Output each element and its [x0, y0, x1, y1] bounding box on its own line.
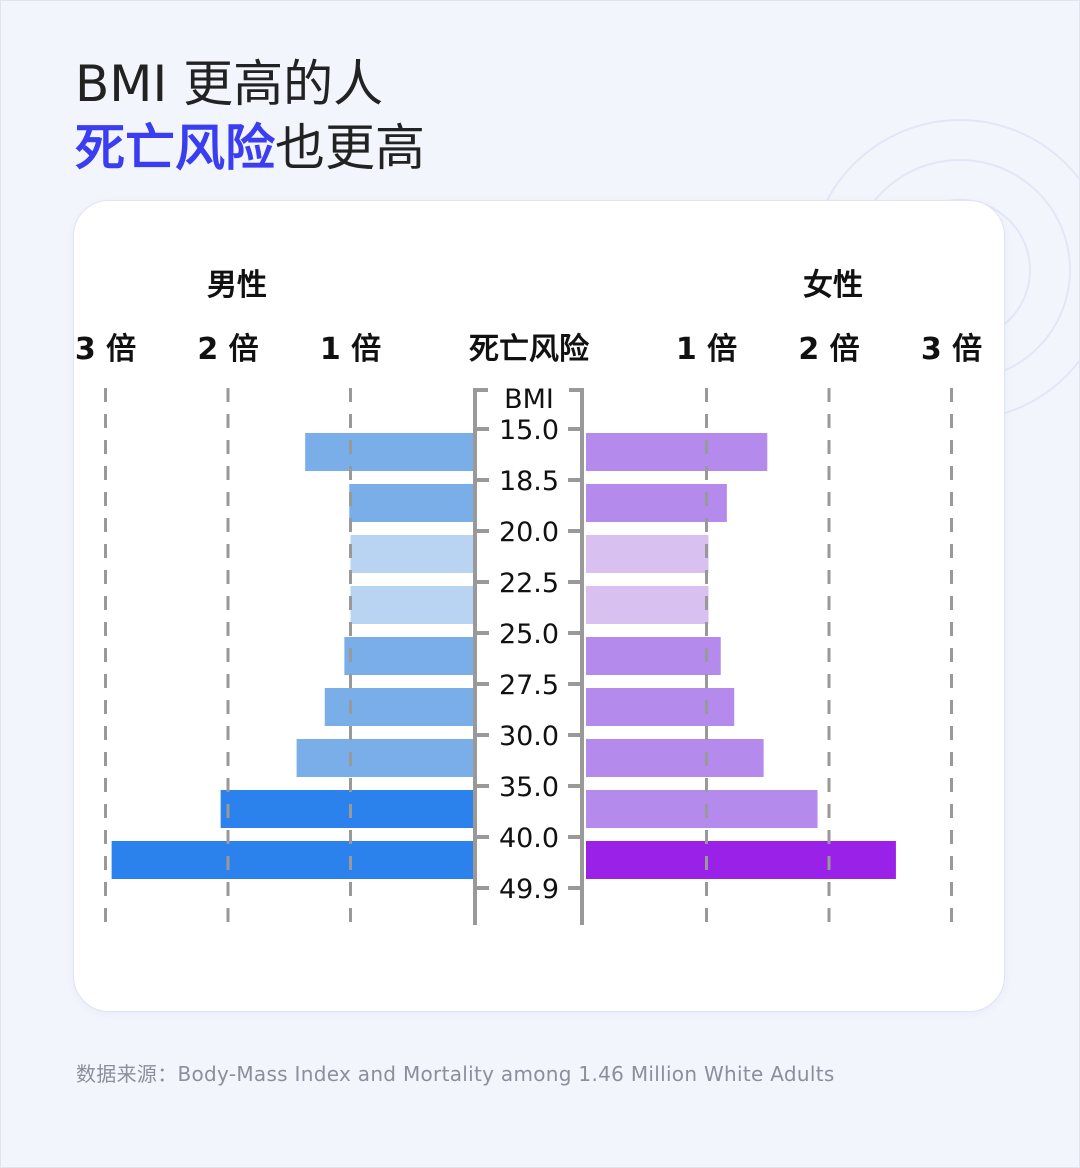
bmi-tick-label: 22.5	[499, 568, 559, 599]
bar-male	[349, 484, 473, 522]
bar-male	[350, 586, 473, 624]
bar-female	[586, 535, 709, 573]
bmi-tick-label: 25.0	[499, 619, 559, 650]
bmi-tick-label: 30.0	[499, 721, 559, 752]
bar-female	[586, 841, 896, 879]
bmi-tick-label: 27.5	[499, 670, 559, 701]
bmi-tick-label: 35.0	[499, 772, 559, 803]
title-rest: 也更高	[275, 119, 425, 177]
title-line1: BMI 更高的人	[75, 55, 384, 113]
x-tick-label-male: 1 倍	[319, 332, 382, 367]
bar-female	[586, 688, 735, 726]
x-tick-label-male: 3 倍	[74, 332, 137, 367]
legend-female: 女性	[803, 268, 863, 303]
title-accent: 死亡风险	[75, 119, 275, 177]
bar-male	[324, 688, 473, 726]
bar-male	[111, 841, 473, 879]
bar-female	[586, 739, 764, 777]
x-tick-label-male: 2 倍	[197, 332, 259, 367]
bar-male	[220, 790, 473, 828]
bar-male	[344, 637, 473, 675]
bar-female	[586, 484, 727, 522]
axis-title: BMI	[504, 384, 554, 415]
x-tick-label-female: 2 倍	[798, 332, 860, 367]
center-header: 死亡风险	[469, 332, 589, 367]
bar-female	[586, 586, 709, 624]
source-note: 数据来源：Body-Mass Index and Mortality among…	[76, 1062, 835, 1086]
bmi-tick-label: 49.9	[499, 874, 559, 905]
bar-male	[305, 433, 473, 471]
page-title: BMI 更高的人 死亡风险也更高	[75, 52, 425, 180]
bmi-tick-label: 20.0	[499, 517, 559, 548]
x-tick-label-female: 1 倍	[675, 332, 738, 367]
bar-female	[586, 637, 721, 675]
bmi-tick-label: 40.0	[499, 823, 559, 854]
bar-male	[350, 535, 473, 573]
bmi-tick-label: 15.0	[499, 415, 559, 446]
bar-female	[586, 433, 768, 471]
bar-male	[296, 739, 473, 777]
title-line2: 死亡风险也更高	[75, 116, 425, 180]
bar-female	[586, 790, 818, 828]
legend-male: 男性	[207, 268, 267, 303]
x-tick-label-female: 3 倍	[920, 332, 983, 367]
bmi-tick-label: 18.5	[499, 466, 559, 497]
